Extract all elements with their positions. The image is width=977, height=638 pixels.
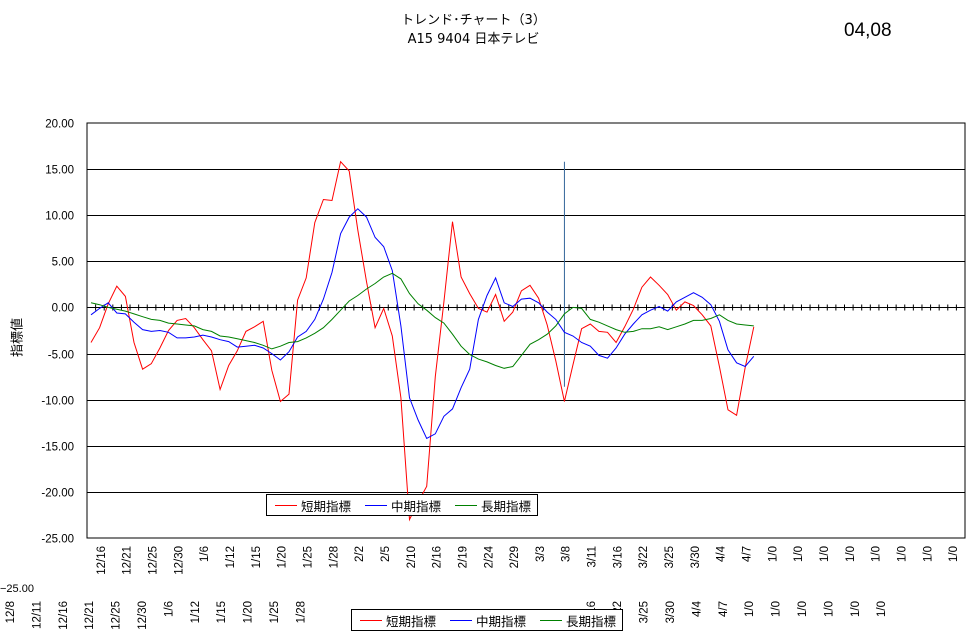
x-tick-label: 12/21 <box>122 546 134 575</box>
legend-item-short: 短期指標 <box>275 496 351 515</box>
y-tick-label: -20.00 <box>41 488 74 500</box>
x-tick-label-ghost: 1/25 <box>269 601 281 623</box>
x-tick-label-ghost: 12/21 <box>84 601 96 630</box>
series-line-2 <box>90 208 755 440</box>
x-tick-label: 2/10 <box>406 546 418 568</box>
series-line-3 <box>90 272 754 369</box>
x-tick-label: 2/2 <box>354 546 366 562</box>
x-tick-label: 1/12 <box>225 546 237 568</box>
y-tick-label: -5.00 <box>48 350 74 362</box>
legend-label-long: 長期指標 <box>481 498 532 514</box>
x-tick-label-ghost: 1/0 <box>850 601 862 617</box>
x-tick-label-ghost: 1/20 <box>243 601 255 623</box>
x-tick-label: 1/0 <box>793 546 805 562</box>
legend-ghost-swatch-long <box>540 619 563 621</box>
plot-frame <box>86 122 966 539</box>
x-tick-label: 1/0 <box>767 546 779 562</box>
legend-ghost-swatch-short <box>360 619 382 621</box>
legend-item-mid: 中期指標 <box>365 496 441 515</box>
x-tick-label-ghost: 12/16 <box>58 601 70 630</box>
legend-ghost-item-mid: 中期指標 <box>450 611 526 630</box>
x-tick-label: 1/15 <box>251 546 263 568</box>
x-tick-label: 1/6 <box>199 546 211 562</box>
chart-code: 04,08 <box>844 20 892 41</box>
x-tick-label-ghost: 1/0 <box>797 601 809 617</box>
legend-swatch-short <box>275 504 297 506</box>
x-tick-label: 3/8 <box>561 546 573 562</box>
x-tick-label: 12/16 <box>96 546 108 575</box>
x-tick-label: 12/25 <box>148 546 160 575</box>
x-tick-label-ghost: 12/8 <box>5 601 17 623</box>
x-tick-label: 4/7 <box>742 546 754 562</box>
ghost-y-tick: −25.00 <box>0 583 34 595</box>
legend-ghost: 短期指標 中期指標 長期指標 <box>351 609 624 631</box>
x-tick-label: 2/24 <box>483 545 495 568</box>
legend-swatch-mid <box>365 504 388 506</box>
x-tick-label: 3/3 <box>535 546 547 562</box>
y-tick-label: -15.00 <box>41 442 74 454</box>
legend-ghost-label-long: 長期指標 <box>566 613 617 629</box>
legend-label-short: 短期指標 <box>301 498 352 514</box>
x-tick-label: 3/11 <box>587 546 599 568</box>
legend-ghost-label-short: 短期指標 <box>386 613 437 629</box>
x-tick-label-ghost: 12/30 <box>137 601 149 630</box>
x-tick-label: 2/19 <box>457 546 469 568</box>
x-tick-label-ghost: 1/6 <box>163 601 175 617</box>
legend: 短期指標 中期指標 長期指標 <box>266 494 539 516</box>
legend-ghost-swatch-mid <box>450 619 473 621</box>
x-tick-label: 1/25 <box>303 546 315 568</box>
chart-title: トレンド･チャート（3） <box>401 13 546 28</box>
x-tick-label: 1/0 <box>922 546 934 562</box>
x-tick-label-ghost: 1/0 <box>823 601 835 617</box>
y-tick-label: 0.00 <box>52 303 74 315</box>
x-tick-label: 2/5 <box>380 546 392 562</box>
x-tick-label-ghost: 1/15 <box>216 601 228 623</box>
x-tick-label-ghost: 4/7 <box>718 601 730 617</box>
y-tick-label: -25.00 <box>41 534 74 546</box>
x-tick-label: 12/30 <box>173 546 185 575</box>
x-tick-label: 1/20 <box>277 546 289 568</box>
x-tick-label: 4/4 <box>716 545 728 562</box>
x-tick-label: 3/22 <box>638 546 650 568</box>
legend-ghost-item-long: 長期指標 <box>540 611 616 630</box>
x-tick-label-ghost: 3/30 <box>665 601 677 623</box>
chart-subtitle: A15 9404 日本テレビ <box>407 32 540 47</box>
x-tick-label-ghost: 3/25 <box>639 601 651 623</box>
y-tick-label: 10.00 <box>45 211 74 223</box>
x-tick-label: 1/0 <box>948 546 960 562</box>
legend-ghost-item-short: 短期指標 <box>360 611 436 630</box>
x-tick-label: 1/0 <box>819 546 831 562</box>
x-tick-label-ghost: 1/28 <box>295 601 307 623</box>
y-tick-label: -10.00 <box>41 396 74 408</box>
legend-ghost-label-mid: 中期指標 <box>476 613 527 629</box>
x-tick-label: 3/16 <box>612 546 624 568</box>
x-tick-label: 2/16 <box>432 546 444 568</box>
x-tick-label-ghost: 1/0 <box>771 601 783 617</box>
x-tick-label-ghost: 12/11 <box>31 601 43 629</box>
x-tick-label: 1/0 <box>896 546 908 562</box>
x-tick-label-ghost: 1/12 <box>190 601 202 623</box>
x-tick-label: 3/25 <box>664 546 676 568</box>
legend-item-long: 長期指標 <box>455 496 531 515</box>
legend-swatch-long <box>455 504 478 506</box>
x-tick-label: 1/0 <box>845 546 857 562</box>
x-tick-label: 1/0 <box>871 546 883 562</box>
legend-label-mid: 中期指標 <box>391 498 442 514</box>
x-tick-label-ghost: 1/0 <box>876 601 888 617</box>
y-tick-label: 5.00 <box>52 257 74 269</box>
x-tick-label-ghost: 1/0 <box>744 601 756 617</box>
y-tick-label: 15.00 <box>45 165 74 177</box>
x-tick-label: 2/29 <box>509 546 521 568</box>
y-tick-label: 20.00 <box>45 119 74 131</box>
x-tick-label-ghost: 12/25 <box>111 601 123 630</box>
x-tick-label-ghost: 4/4 <box>691 600 703 617</box>
x-tick-label: 1/28 <box>328 546 340 568</box>
x-tick-label: 3/30 <box>690 546 702 568</box>
